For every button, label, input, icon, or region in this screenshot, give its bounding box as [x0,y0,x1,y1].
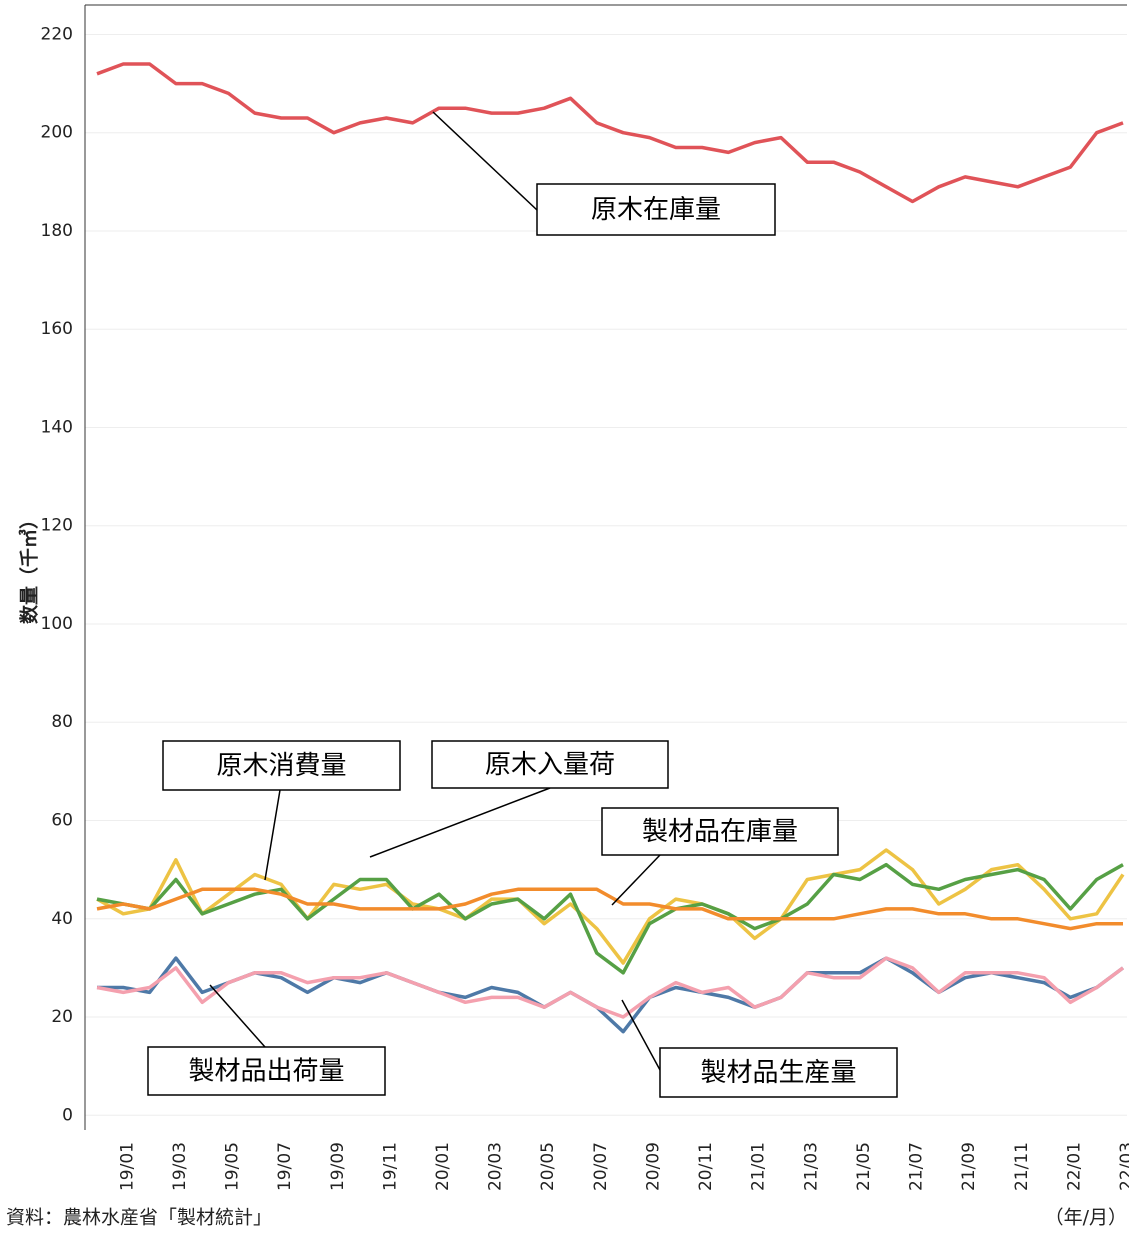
series-line [96,887,1123,931]
series-line [97,956,1125,1034]
y-tick-label: 0 [62,1105,73,1125]
series-line [96,848,1125,965]
x-tick-label: 20/01 [433,1142,453,1191]
y-tick-label: 140 [41,417,73,437]
x-tick-label: 19/09 [328,1142,348,1191]
x-tick-label: 21/07 [907,1142,927,1191]
x-tick-label: 19/03 [170,1142,190,1191]
x-tick-label: 21/03 [801,1142,821,1191]
legend-label: 製材品出荷量 [188,1057,344,1087]
x-tick-label: 20/09 [643,1142,663,1191]
x-tick-label: 22/01 [1064,1142,1084,1191]
y-tick-label: 220 [41,24,73,44]
y-tick-label: 100 [41,614,73,634]
series-line [96,956,1125,1019]
y-tick-label: 20 [51,1007,73,1027]
legend-box [659,1047,898,1098]
leader-line [209,984,266,1048]
y-tick-label: 180 [41,221,73,241]
y-tick-label: 80 [51,712,73,732]
y-tick-label: 40 [51,909,73,929]
x-tick-label: 21/09 [959,1142,979,1191]
x-tick-label: 19/07 [275,1142,295,1191]
legend-label: 製材品生産量 [700,1058,856,1088]
leader-line [369,787,551,858]
y-axis-label: 数量（千㎥） [18,510,41,624]
x-unit: （年/月） [1045,1207,1127,1229]
y-tick-label: 60 [51,811,73,831]
x-tick-label: 19/05 [223,1142,243,1191]
legend-label: 製材品在庫量 [642,817,798,847]
x-tick-label: 22/03 [1117,1142,1129,1191]
x-tick-label: 21/01 [749,1142,769,1191]
leader-line [432,111,538,211]
y-tick-label: 160 [41,319,73,339]
x-tick-label: 20/11 [696,1142,716,1191]
x-tick-label: 21/11 [1012,1142,1032,1191]
legend-label: 原木在庫量 [591,195,721,225]
leader-line [611,854,661,906]
x-tick-label: 20/03 [486,1142,506,1191]
x-tick-label: 21/05 [854,1142,874,1191]
series-line [96,62,1124,204]
legend-label: 原木消費量 [216,751,346,781]
leader-line [621,999,661,1071]
legend-box [601,807,839,856]
leader-line [264,789,281,881]
source-note: 資料：農林水産省「製材統計」 [6,1207,272,1229]
x-tick-label: 19/11 [380,1142,400,1191]
y-tick-label: 120 [41,516,73,536]
legend-box [431,740,669,789]
legend-box [147,1046,386,1096]
x-tick-label: 20/07 [591,1142,611,1191]
legend-box [162,740,401,791]
x-tick-label: 20/05 [538,1142,558,1191]
y-tick-label: 200 [41,123,73,143]
legend-box [536,183,776,236]
legend-label: 原木入量荷 [485,750,615,780]
x-tick-label: 19/01 [117,1142,137,1191]
